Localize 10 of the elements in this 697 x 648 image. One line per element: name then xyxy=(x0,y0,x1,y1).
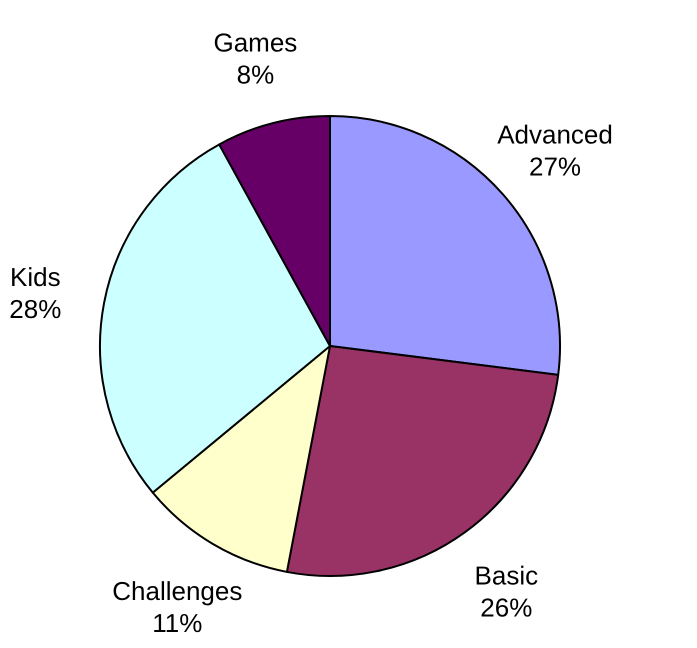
data-label: 28% xyxy=(9,294,62,324)
slice-label: Basic xyxy=(474,560,538,591)
slice-label: Kids xyxy=(10,262,61,292)
data-label: 11% xyxy=(152,608,202,638)
slice-label: Challenges xyxy=(112,576,242,606)
slice-label: Advanced xyxy=(497,120,613,150)
data-label: 26% xyxy=(480,592,532,623)
data-label: 27% xyxy=(529,152,582,182)
slice-label: Games xyxy=(213,27,298,58)
data-label: 8% xyxy=(236,59,274,90)
